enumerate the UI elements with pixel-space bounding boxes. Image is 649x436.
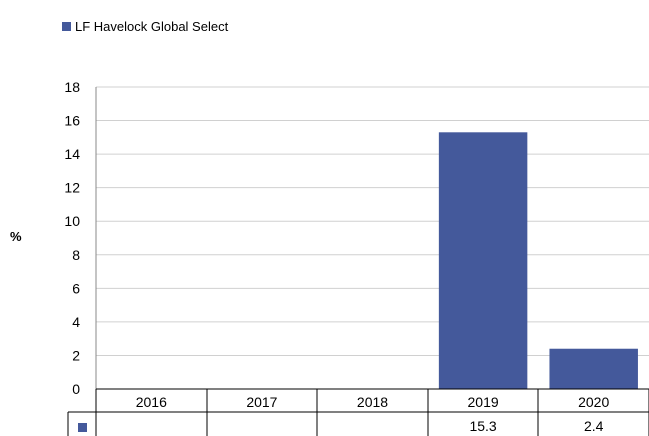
legend-swatch: [62, 21, 71, 31]
x-tick-label: 2016: [136, 394, 167, 410]
y-tick-label: 6: [72, 280, 80, 296]
y-tick-label: 8: [72, 247, 80, 263]
y-tick-label: 14: [64, 146, 80, 162]
bar: [549, 348, 638, 389]
y-tick-label: 10: [64, 213, 80, 229]
y-axis-label: %: [10, 229, 22, 244]
y-tick-label: 18: [64, 79, 80, 95]
x-tick-label: 2018: [357, 394, 388, 410]
legend-label: LF Havelock Global Select: [75, 18, 229, 34]
x-tick-label: 2019: [468, 394, 499, 410]
bar: [438, 132, 528, 390]
y-tick-label: 12: [64, 180, 80, 196]
y-tick-label: 4: [72, 314, 80, 330]
chart-legend: LF Havelock Global Select: [62, 18, 228, 34]
y-tick-label: 0: [72, 381, 80, 397]
table-series-swatch: [78, 423, 87, 432]
table-value-label: 15.3: [469, 418, 496, 434]
table-value-label: 2.4: [584, 418, 604, 434]
y-tick-label: 2: [72, 347, 80, 363]
y-tick-label: 16: [64, 113, 80, 129]
x-tick-label: 2020: [578, 394, 609, 410]
x-tick-label: 2017: [246, 394, 277, 410]
